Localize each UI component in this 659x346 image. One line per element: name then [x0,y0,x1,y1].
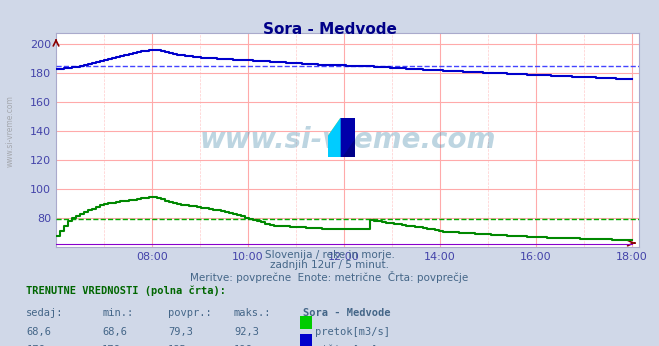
Text: Sora - Medvode: Sora - Medvode [262,22,397,37]
Text: 185: 185 [168,345,186,346]
Text: www.si-vreme.com: www.si-vreme.com [200,126,496,154]
Text: sedaj:: sedaj: [26,308,64,318]
Text: Sora - Medvode: Sora - Medvode [303,308,391,318]
Polygon shape [328,118,355,157]
Text: pretok[m3/s]: pretok[m3/s] [315,327,390,337]
Text: 196: 196 [234,345,252,346]
Text: maks.:: maks.: [234,308,272,318]
Text: Slovenija / reke in morje.: Slovenija / reke in morje. [264,250,395,260]
Text: Meritve: povprečne  Enote: metrične  Črta: povprečje: Meritve: povprečne Enote: metrične Črta:… [190,271,469,283]
Polygon shape [341,118,355,157]
Text: višina[cm]: višina[cm] [315,345,378,346]
Polygon shape [341,137,355,157]
Text: min.:: min.: [102,308,133,318]
Text: 68,6: 68,6 [102,327,127,337]
Text: zadnjih 12ur / 5 minut.: zadnjih 12ur / 5 minut. [270,260,389,270]
Text: TRENUTNE VREDNOSTI (polna črta):: TRENUTNE VREDNOSTI (polna črta): [26,285,226,296]
Text: 92,3: 92,3 [234,327,259,337]
Polygon shape [328,137,341,157]
Text: 176: 176 [26,345,45,346]
Text: 176: 176 [102,345,121,346]
Text: www.si-vreme.com: www.si-vreme.com [5,95,14,167]
Text: povpr.:: povpr.: [168,308,212,318]
Text: 68,6: 68,6 [26,327,51,337]
Polygon shape [328,118,341,157]
Text: 79,3: 79,3 [168,327,193,337]
